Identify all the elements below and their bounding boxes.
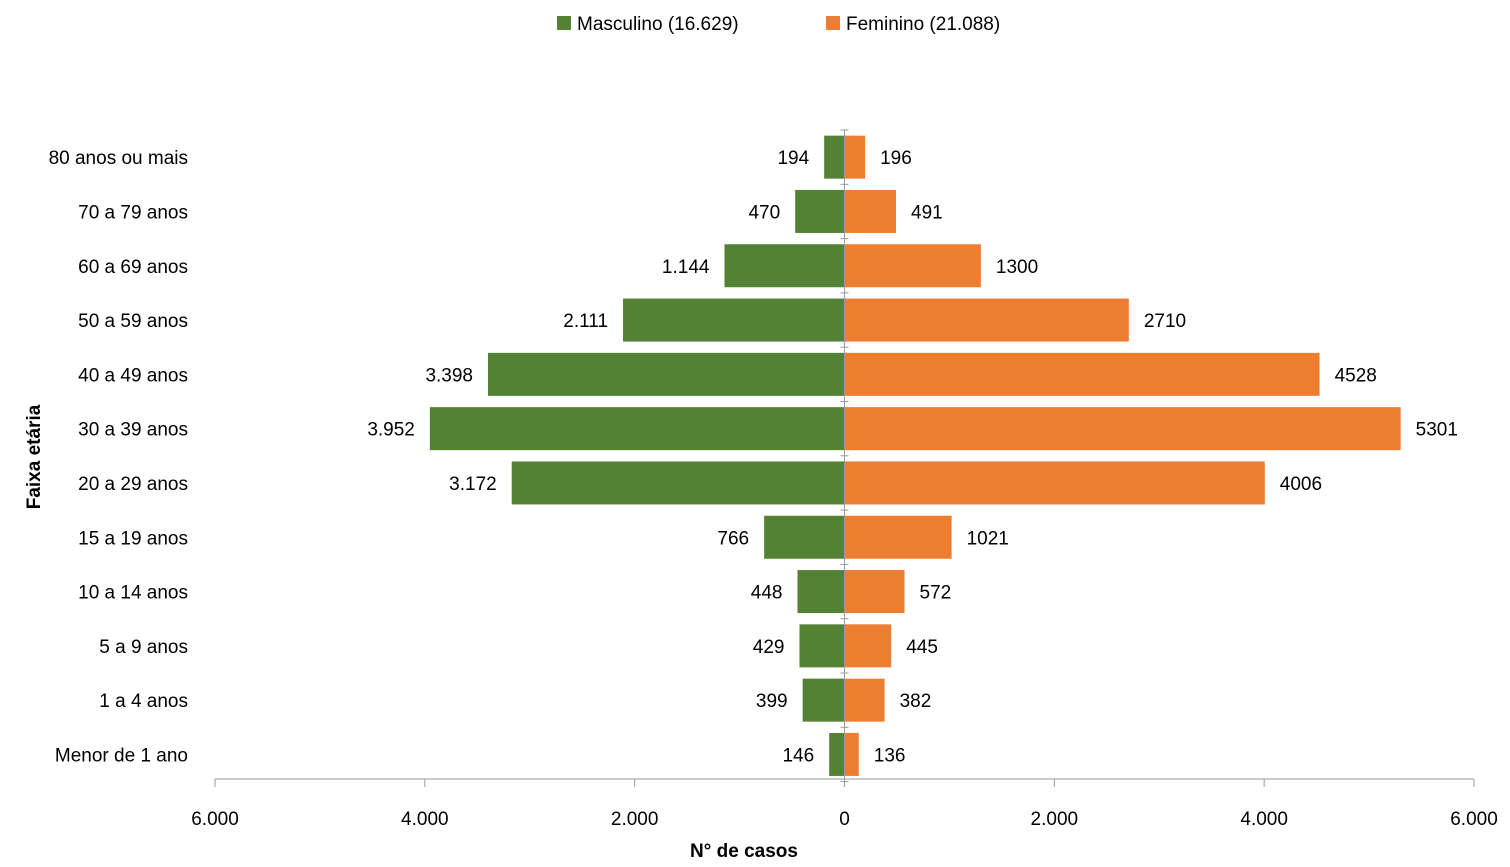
bar-feminino-9 bbox=[844, 624, 892, 668]
category-label-10: 1 a 4 anos bbox=[99, 691, 188, 712]
x-tick-label-1: 4.000 bbox=[401, 809, 449, 830]
bar-masculino-10 bbox=[802, 678, 845, 722]
bar-masculino-3 bbox=[623, 298, 845, 342]
value-label-feminino-3: 2710 bbox=[1144, 311, 1186, 332]
bar-feminino-4 bbox=[844, 352, 1320, 396]
value-label-feminino-0: 196 bbox=[880, 148, 912, 169]
x-tick-label-3: 0 bbox=[839, 809, 850, 830]
bar-masculino-1 bbox=[795, 189, 845, 233]
bar-feminino-10 bbox=[844, 678, 885, 722]
bar-feminino-3 bbox=[844, 298, 1129, 342]
value-label-feminino-7: 1021 bbox=[967, 528, 1009, 549]
category-label-8: 10 a 14 anos bbox=[78, 583, 188, 604]
category-label-1: 70 a 79 anos bbox=[78, 202, 188, 223]
value-label-feminino-2: 1300 bbox=[996, 257, 1038, 278]
value-label-masculino-9: 429 bbox=[753, 637, 785, 658]
category-label-6: 20 a 29 anos bbox=[78, 474, 188, 495]
bar-masculino-2 bbox=[724, 244, 845, 288]
bar-masculino-4 bbox=[487, 352, 845, 396]
value-label-feminino-1: 491 bbox=[911, 202, 943, 223]
value-label-masculino-8: 448 bbox=[751, 583, 783, 604]
legend-swatch-1 bbox=[826, 16, 840, 30]
value-label-masculino-7: 766 bbox=[717, 528, 749, 549]
x-tick-label-0: 6.000 bbox=[191, 809, 239, 830]
value-label-masculino-6: 3.172 bbox=[449, 474, 497, 495]
bar-masculino-11 bbox=[829, 732, 845, 776]
category-label-7: 15 a 19 anos bbox=[78, 528, 188, 549]
x-tick-label-4: 2.000 bbox=[1031, 809, 1079, 830]
bar-masculino-6 bbox=[511, 461, 845, 505]
value-label-masculino-10: 399 bbox=[756, 691, 788, 712]
category-label-4: 40 a 49 anos bbox=[78, 365, 188, 386]
category-label-11: Menor de 1 ano bbox=[55, 745, 188, 766]
bar-masculino-7 bbox=[764, 515, 845, 559]
bar-feminino-5 bbox=[844, 407, 1401, 451]
value-label-masculino-3: 2.111 bbox=[563, 311, 608, 332]
bar-masculino-0 bbox=[824, 135, 845, 179]
x-tick-label-2: 2.000 bbox=[611, 809, 659, 830]
legend-swatch-0 bbox=[557, 16, 571, 30]
category-label-2: 60 a 69 anos bbox=[78, 257, 188, 278]
value-label-feminino-4: 4528 bbox=[1335, 365, 1377, 386]
category-label-5: 30 a 39 anos bbox=[78, 420, 188, 441]
value-label-masculino-11: 146 bbox=[782, 745, 814, 766]
bar-feminino-6 bbox=[844, 461, 1265, 505]
value-label-masculino-0: 194 bbox=[777, 148, 809, 169]
value-label-masculino-1: 470 bbox=[748, 202, 780, 223]
value-label-masculino-2: 1.144 bbox=[662, 257, 710, 278]
legend-label-0: Masculino (16.629) bbox=[577, 14, 739, 35]
bar-feminino-8 bbox=[844, 570, 905, 614]
y-axis-label: Faixa etária bbox=[24, 404, 45, 509]
x-tick-label-6: 6.000 bbox=[1450, 809, 1498, 830]
bar-feminino-2 bbox=[844, 244, 981, 288]
legend: Masculino (16.629) Feminino (21.088) bbox=[557, 14, 1000, 35]
bar-feminino-7 bbox=[844, 515, 952, 559]
value-label-feminino-6: 4006 bbox=[1280, 474, 1322, 495]
bar-feminino-1 bbox=[844, 189, 897, 233]
bar-masculino-8 bbox=[797, 570, 845, 614]
value-label-feminino-9: 445 bbox=[906, 637, 938, 658]
value-label-feminino-11: 136 bbox=[874, 745, 906, 766]
bar-feminino-11 bbox=[844, 732, 859, 776]
x-tick-label-5: 4.000 bbox=[1240, 809, 1288, 830]
category-label-0: 80 anos ou mais bbox=[49, 148, 188, 169]
bar-feminino-0 bbox=[844, 135, 866, 179]
value-label-feminino-8: 572 bbox=[920, 583, 952, 604]
x-axis-label: N° de casos bbox=[690, 841, 798, 862]
value-label-masculino-5: 3.952 bbox=[367, 420, 415, 441]
bar-masculino-5 bbox=[429, 407, 845, 451]
bars-group bbox=[429, 135, 1401, 776]
axes-group bbox=[214, 129, 1475, 787]
legend-label-1: Feminino (21.088) bbox=[846, 14, 1000, 35]
category-label-9: 5 a 9 anos bbox=[99, 637, 188, 658]
value-label-feminino-10: 382 bbox=[900, 691, 932, 712]
labels-group: 194 196 80 anos ou mais 470 491 70 a 79 anos 1… bbox=[49, 148, 1498, 830]
category-label-3: 50 a 59 anos bbox=[78, 311, 188, 332]
value-label-masculino-4: 3.398 bbox=[425, 365, 473, 386]
value-label-feminino-5: 5301 bbox=[1416, 420, 1458, 441]
bar-masculino-9 bbox=[799, 624, 845, 668]
